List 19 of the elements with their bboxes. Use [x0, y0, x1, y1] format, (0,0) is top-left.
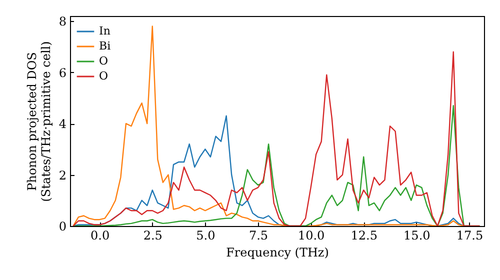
x-tick-label: 12.5: [350, 228, 378, 242]
legend-label: In: [99, 24, 110, 38]
x-tick-label: 2.5: [143, 228, 162, 242]
legend-label: Bi: [99, 40, 112, 52]
y-tick-label: 8: [58, 14, 66, 29]
x-axis-title: Frequency (THz): [226, 246, 329, 260]
y-tick-label: 4: [58, 117, 67, 132]
y-axis-title: Phonon projected DOS (States/THz·primitive cell): [24, 41, 53, 202]
y-tick-label: 0: [58, 220, 66, 234]
y-tick-label: 2: [58, 168, 66, 182]
x-tick-label: 5.0: [196, 228, 216, 242]
x-tick-label: 0.0: [90, 228, 110, 242]
x-tick-label: 15.0: [404, 228, 430, 242]
x-tick-label: 17.5: [456, 228, 484, 242]
legend-label: O: [99, 70, 108, 82]
y-tick-label: 6: [58, 66, 66, 80]
x-tick-label: 10.0: [298, 228, 325, 242]
x-tick-label: 7.5: [248, 228, 268, 242]
legend-label: O: [99, 54, 108, 68]
